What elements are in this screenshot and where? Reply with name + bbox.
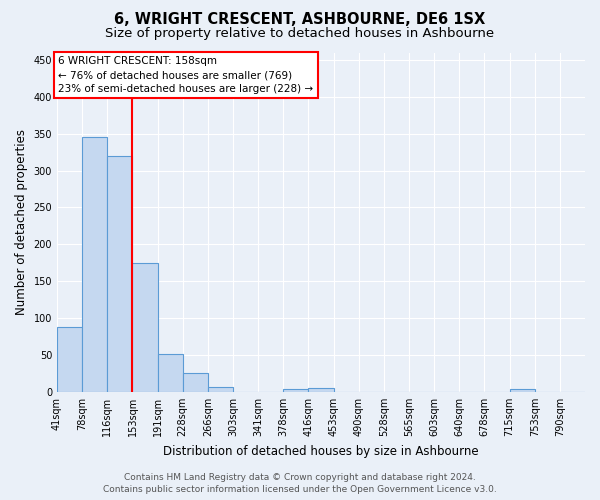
Text: 6, WRIGHT CRESCENT, ASHBOURNE, DE6 1SX: 6, WRIGHT CRESCENT, ASHBOURNE, DE6 1SX	[115, 12, 485, 28]
Bar	[308, 388, 334, 392]
Bar	[158, 354, 183, 392]
Bar	[57, 327, 82, 392]
Bar	[82, 138, 107, 392]
Bar	[283, 389, 308, 392]
Y-axis label: Number of detached properties: Number of detached properties	[15, 129, 28, 315]
Text: 6 WRIGHT CRESCENT: 158sqm
← 76% of detached houses are smaller (769)
23% of semi: 6 WRIGHT CRESCENT: 158sqm ← 76% of detac…	[58, 56, 313, 94]
Bar	[509, 389, 535, 392]
Bar	[133, 263, 158, 392]
Text: Contains HM Land Registry data © Crown copyright and database right 2024.
Contai: Contains HM Land Registry data © Crown c…	[103, 472, 497, 494]
X-axis label: Distribution of detached houses by size in Ashbourne: Distribution of detached houses by size …	[163, 444, 479, 458]
Bar	[107, 156, 133, 392]
Bar	[208, 387, 233, 392]
Bar	[183, 374, 208, 392]
Text: Size of property relative to detached houses in Ashbourne: Size of property relative to detached ho…	[106, 28, 494, 40]
